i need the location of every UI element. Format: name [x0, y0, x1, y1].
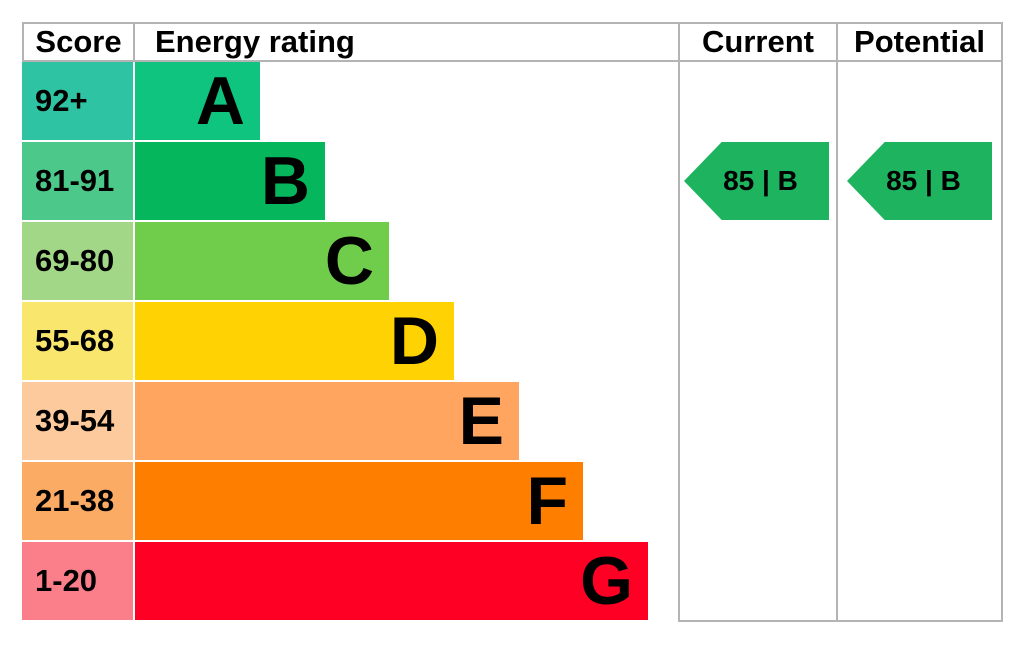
- score-cell-G: 1-20: [22, 542, 135, 620]
- score-cell-A: 92+: [22, 62, 135, 140]
- score-cell-D: 55-68: [22, 302, 135, 380]
- score-cell-B: 81-91: [22, 142, 135, 220]
- energy-rating-column-header: Energy rating: [135, 22, 678, 62]
- score-header-label: Score: [35, 24, 122, 59]
- score-cell-E: 39-54: [22, 382, 135, 460]
- band-bar-E: E: [135, 382, 519, 460]
- score-cell-C: 69-80: [22, 222, 135, 300]
- score-cell-F: 21-38: [22, 462, 135, 540]
- potential-header-label: Potential: [854, 24, 985, 59]
- potential-rating-label: 85 | B: [886, 165, 961, 196]
- band-bar-G: G: [135, 542, 648, 620]
- band-bar-C: C: [135, 222, 389, 300]
- energy-rating-header-label: Energy rating: [155, 24, 355, 59]
- current-rating-label: 85 | B: [723, 165, 798, 196]
- band-bar-F: F: [135, 462, 583, 540]
- score-column-header: Score: [22, 22, 135, 62]
- band-bar-A: A: [135, 62, 260, 140]
- table-bottom-border: [678, 620, 1003, 622]
- current-header-label: Current: [702, 24, 814, 59]
- current-column-header: Current: [678, 22, 836, 62]
- band-bar-D: D: [135, 302, 454, 380]
- potential-column-header: Potential: [836, 22, 1003, 62]
- band-bar-B: B: [135, 142, 325, 220]
